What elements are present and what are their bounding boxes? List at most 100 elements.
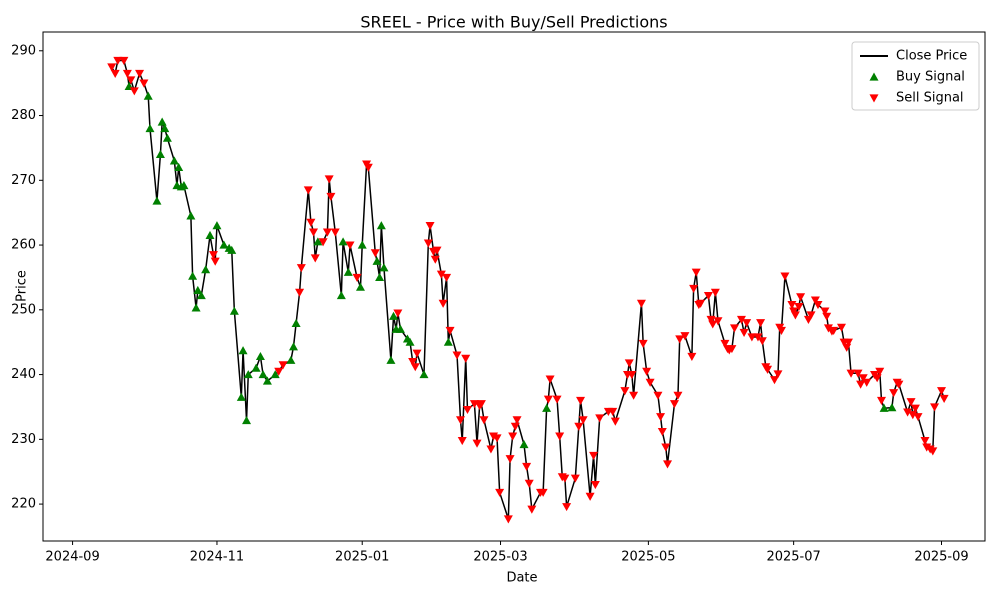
sell-marker [472, 439, 482, 448]
sell-marker [689, 284, 699, 293]
sell-marker [889, 389, 899, 398]
buy-marker [270, 370, 280, 379]
y-tick-label: 250 [11, 302, 36, 317]
buy-marker [157, 117, 167, 126]
sell-marker [875, 367, 885, 376]
sell-marker [442, 273, 452, 282]
legend-marker [869, 94, 879, 103]
buy-marker [169, 156, 179, 165]
sell-marker [310, 254, 320, 263]
sell-marker [576, 396, 586, 405]
sell-marker [937, 387, 947, 396]
buy-marker [242, 416, 252, 425]
sell-marker [673, 391, 683, 400]
buy-marker [379, 263, 389, 272]
sell-marker [703, 291, 713, 301]
buy-marker [205, 230, 215, 239]
buy-marker [395, 324, 405, 333]
x-tick-label: 2024-11 [190, 550, 244, 565]
y-tick-label: 290 [11, 43, 36, 58]
buy-marker [289, 342, 299, 351]
sell-marker [508, 432, 518, 441]
sell-marker [790, 311, 800, 320]
sell-marker [636, 299, 646, 308]
sell-marker [527, 505, 537, 514]
buy-marker [160, 123, 170, 133]
buy-marker [219, 240, 229, 249]
sell-marker [747, 333, 757, 342]
chart-title: SREEL - Price with Buy/Sell Predictions [360, 13, 667, 32]
sell-marker [139, 79, 149, 88]
sell-marker [920, 437, 930, 446]
sell-marker [843, 338, 853, 347]
sell-marker [510, 422, 520, 431]
buy-marker [343, 267, 353, 276]
sell-marker [110, 69, 120, 78]
sell-marker [456, 416, 466, 425]
sell-marker [589, 451, 599, 461]
buy-marker [179, 180, 189, 190]
x-tick-label: 2025-09 [914, 550, 968, 565]
buy-marker [145, 123, 155, 133]
sell-marker [295, 288, 305, 297]
sell-marker [687, 352, 697, 361]
sell-marker [742, 319, 752, 328]
sell-marker [461, 354, 471, 363]
sell-marker [710, 288, 720, 297]
sell-marker [410, 363, 420, 372]
sell-marker [661, 443, 671, 452]
sell-marker [727, 345, 737, 354]
sell-marker [624, 359, 634, 368]
sell-marker [505, 455, 515, 464]
sell-marker [776, 326, 786, 336]
buy-marker [338, 237, 348, 246]
buy-marker [405, 337, 415, 346]
buy-marker [443, 337, 453, 346]
sell-marker [432, 246, 442, 255]
y-tick-label: 220 [11, 497, 36, 512]
sell-marker [322, 228, 332, 237]
sell-marker [675, 335, 685, 344]
sell-marker [370, 249, 380, 258]
sell-marker [585, 492, 595, 501]
legend-marker [869, 72, 879, 81]
sell-marker [862, 378, 872, 387]
x-tick-label: 2025-01 [335, 550, 389, 565]
sell-marker [393, 309, 403, 318]
sell-marker [608, 407, 618, 416]
buy-marker [191, 303, 201, 312]
buy-marker [243, 370, 253, 379]
buy-marker [143, 91, 153, 100]
sell-marker [638, 339, 648, 348]
sell-marker [522, 462, 532, 472]
sell-marker [713, 317, 723, 326]
sell-marker [326, 192, 336, 201]
sell-marker [856, 380, 866, 389]
sell-marker [656, 413, 666, 422]
sell-marker [122, 69, 132, 78]
buy-marker [262, 376, 272, 385]
sell-marker [657, 427, 667, 437]
y-tick-label: 230 [11, 432, 36, 447]
buy-marker [519, 440, 529, 449]
sell-marker [462, 405, 472, 415]
sell-marker [309, 228, 319, 237]
buy-marker [227, 245, 237, 254]
buy-marker [201, 265, 211, 274]
sell-marker [278, 361, 288, 370]
sell-marker [210, 257, 220, 266]
sell-marker [436, 270, 446, 279]
sell-marker [476, 400, 486, 409]
sell-marker [842, 343, 852, 352]
sell-marker [913, 413, 923, 422]
price-line [111, 59, 945, 520]
sell-marker [208, 251, 218, 260]
legend-box [851, 41, 980, 111]
sell-marker [645, 378, 655, 387]
x-tick-label: 2025-07 [766, 550, 820, 565]
sell-marker [318, 238, 328, 247]
sell-marker [610, 417, 620, 426]
sell-marker [345, 241, 355, 250]
sell-marker [691, 268, 701, 277]
buy-marker [251, 363, 261, 372]
